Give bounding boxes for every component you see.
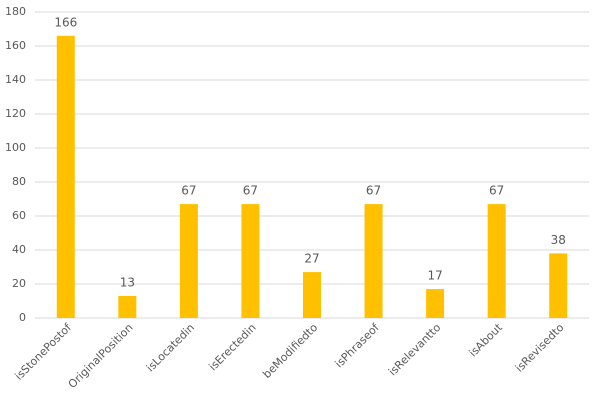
data-label: 17 xyxy=(427,269,442,283)
bar xyxy=(487,204,506,318)
x-tick-label: isLocatedin xyxy=(144,321,197,374)
x-tick-label: OriginalPosition xyxy=(66,321,136,391)
x-tick-label: isErectedin xyxy=(206,321,258,373)
bar xyxy=(56,35,75,319)
y-tick-label: 180 xyxy=(5,5,26,18)
y-tick-label: 100 xyxy=(5,141,26,154)
data-label: 67 xyxy=(366,184,381,198)
data-label: 166 xyxy=(54,15,77,29)
y-tick-label: 60 xyxy=(12,209,26,222)
data-label: 67 xyxy=(181,184,196,198)
y-tick-label: 0 xyxy=(19,311,26,324)
data-label: 13 xyxy=(120,275,135,289)
y-tick-label: 20 xyxy=(12,277,26,290)
y-tick-label: 140 xyxy=(5,73,26,86)
y-tick-label: 160 xyxy=(5,39,26,52)
bar xyxy=(364,204,383,318)
x-tick-label: beModifiedto xyxy=(260,321,320,381)
bar xyxy=(118,295,137,318)
data-label: 38 xyxy=(551,233,566,247)
x-tick-label: isPhraseof xyxy=(332,320,382,370)
x-tick-label: isAbout xyxy=(467,321,506,360)
bar xyxy=(241,204,260,318)
bar xyxy=(303,272,321,318)
bar xyxy=(549,253,568,318)
data-label: 67 xyxy=(243,184,258,198)
bar xyxy=(426,289,445,318)
bar xyxy=(179,204,198,318)
x-tick-label: isStonePostof xyxy=(12,320,74,382)
y-tick-label: 40 xyxy=(12,243,26,256)
y-tick-label: 80 xyxy=(12,175,26,188)
x-tick-label: isRevisedto xyxy=(513,321,567,375)
data-label: 27 xyxy=(304,252,319,266)
data-label: 67 xyxy=(489,184,504,198)
x-tick-label: isRelevantto xyxy=(386,321,444,379)
y-tick-label: 120 xyxy=(5,107,26,120)
